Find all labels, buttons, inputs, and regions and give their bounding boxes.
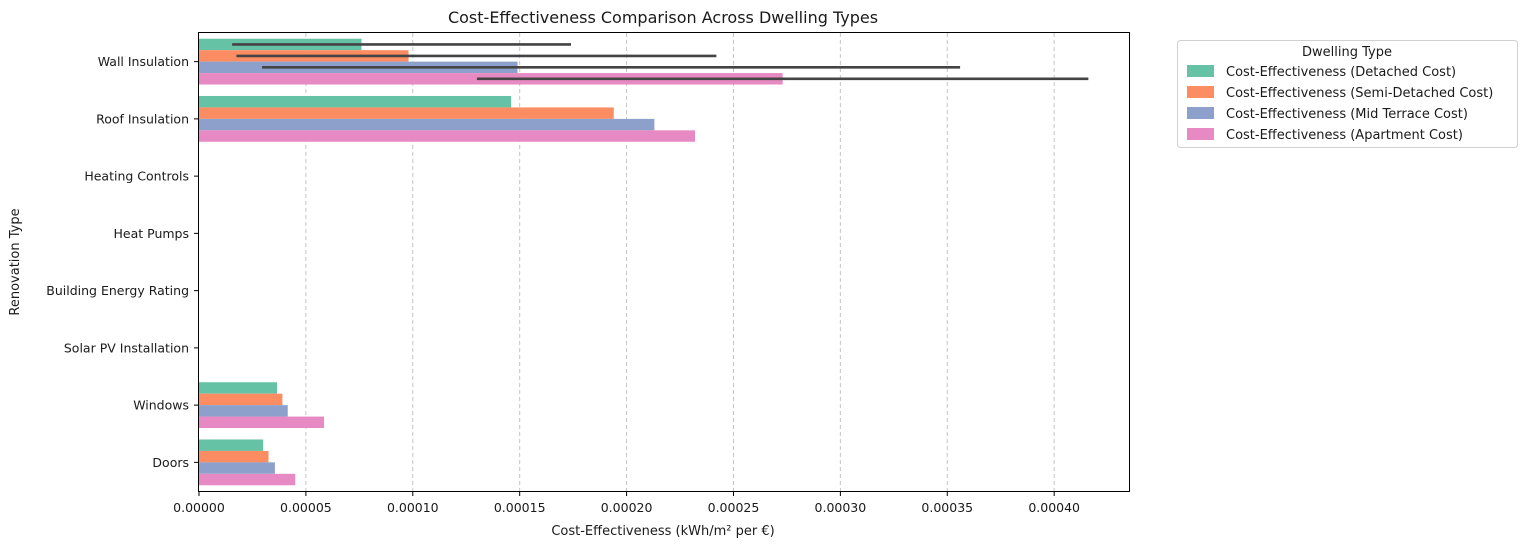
x-tick-label: 0.00025 <box>708 500 760 515</box>
bar-windows-cost-effectiveness-semi-detached-cost <box>199 393 283 406</box>
bar-roof-insulation-cost-effectiveness-apartment-cost <box>199 130 695 142</box>
x-tick-label: 0.00030 <box>815 500 867 515</box>
chart-title: Cost-Effectiveness Comparison Across Dwe… <box>448 8 878 27</box>
y-axis-label: Renovation Type <box>8 208 23 315</box>
bar-doors-cost-effectiveness-mid-terrace-cost <box>199 462 275 474</box>
legend-title: Dwelling Type <box>1302 45 1392 60</box>
legend-label: Cost-Effectiveness (Apartment Cost) <box>1226 128 1463 143</box>
grid-lines <box>305 33 1055 491</box>
y-tick-label: Heating Controls <box>84 169 189 184</box>
legend-swatch <box>1187 86 1214 98</box>
legend-swatch <box>1187 65 1214 77</box>
y-tick-label: Windows <box>133 398 189 413</box>
x-axis: 0.00000 0.00005 0.00010 0.00015 0.00020 0.000… <box>173 491 1080 515</box>
y-tick-label: Heat Pumps <box>114 226 190 241</box>
x-tick-label: 0.00005 <box>280 500 332 515</box>
bar-doors-cost-effectiveness-semi-detached-cost <box>199 450 269 463</box>
x-tick-label: 0.00015 <box>494 500 546 515</box>
legend-swatch <box>1187 128 1214 140</box>
legend: Dwelling Type Cost-Effectiveness (Detach… <box>1177 40 1518 148</box>
bar-roof-insulation-cost-effectiveness-semi-detached-cost <box>199 107 614 119</box>
bar-windows-cost-effectiveness-apartment-cost <box>199 416 325 429</box>
y-tick-label: Wall Insulation <box>98 54 189 69</box>
x-tick-label: 0.00020 <box>601 500 653 515</box>
plot-frame <box>198 32 1130 492</box>
y-tick-label: Building Energy Rating <box>46 283 189 298</box>
y-tick-label: Solar PV Installation <box>64 340 189 355</box>
bar-doors-cost-effectiveness-apartment-cost <box>199 473 296 486</box>
bar-roof-insulation-cost-effectiveness-detached-cost <box>199 95 512 108</box>
legend-label: Cost-Effectiveness (Detached Cost) <box>1226 65 1456 80</box>
x-tick-label: 0.00010 <box>387 500 439 515</box>
bar-doors-cost-effectiveness-detached-cost <box>199 439 264 451</box>
legend-frame <box>1177 40 1518 148</box>
x-axis-label: Cost-Effectiveness (kWh/m² per €) <box>551 524 774 539</box>
y-tick-label: Roof Insulation <box>96 111 189 126</box>
x-tick-label: 0.00000 <box>173 500 225 515</box>
legend-swatch <box>1187 107 1214 119</box>
legend-label: Cost-Effectiveness (Mid Terrace Cost) <box>1226 107 1468 122</box>
y-axis: Wall Insulation Roof Insulation Heating Co… <box>46 54 199 470</box>
legend-label: Cost-Effectiveness (Semi-Detached Cost) <box>1226 86 1493 101</box>
x-tick-label: 0.00035 <box>921 500 973 515</box>
y-tick-label: Doors <box>152 455 189 470</box>
x-tick-label: 0.00040 <box>1028 500 1080 515</box>
bar-windows-cost-effectiveness-detached-cost <box>199 382 278 394</box>
bar-roof-insulation-cost-effectiveness-mid-terrace-cost <box>199 118 655 131</box>
bars <box>199 38 783 486</box>
error-bars <box>232 43 1089 81</box>
bar-windows-cost-effectiveness-mid-terrace-cost <box>199 405 288 417</box>
